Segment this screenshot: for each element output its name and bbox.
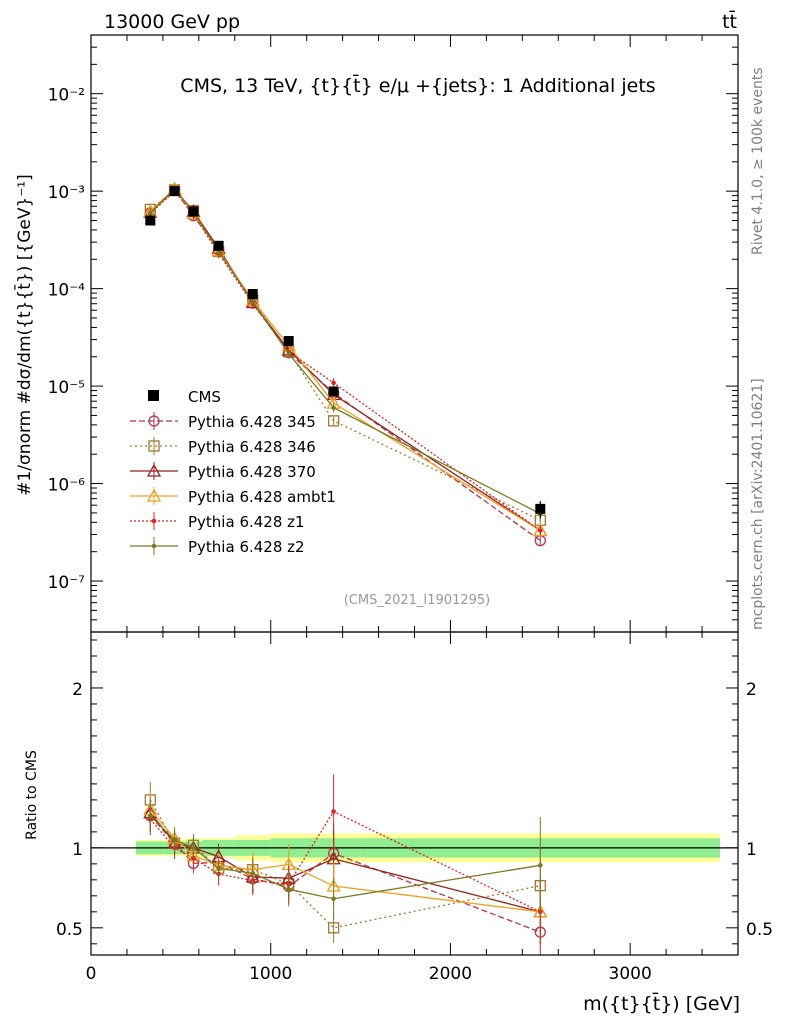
ratio-y-tick-label: 0.5: [56, 920, 83, 940]
y-tick-label: 10⁻⁶: [48, 476, 86, 496]
data-point: [247, 289, 258, 300]
legend-label: Pythia 6.428 z1: [188, 513, 305, 531]
x-tick-label: 0: [86, 964, 97, 984]
series-point: [533, 523, 548, 537]
ratio-y-axis-label: Ratio to CMS: [24, 750, 40, 840]
series-point: [286, 351, 291, 356]
y-tick-label: 10⁻³: [48, 183, 85, 203]
ratio-frame: [90, 631, 739, 956]
energy-label: 13000 GeV pp: [104, 11, 240, 33]
ratio-y-tick-label: 2: [72, 680, 83, 700]
legend-entry: Pythia 6.428 345: [130, 412, 316, 431]
legend-label: Pythia 6.428 370: [188, 463, 316, 481]
ratio-y-tick-label: 1: [72, 840, 83, 860]
mcplots-label: mcplots.cern.ch [arXiv:2401.10621]: [750, 378, 766, 630]
ratio-series-line: [149, 815, 541, 933]
ratio-y-tick-label-right: 1: [746, 840, 757, 860]
data-point: [145, 215, 156, 226]
ratio-point: [286, 886, 291, 892]
ratio-series-line: [149, 815, 541, 900]
main-panel: 10⁻⁷ 10⁻⁶ 10⁻⁵ 10⁻⁴ 10⁻³ 10⁻²: [48, 34, 739, 633]
legend-swatch: [148, 390, 159, 401]
legend-label: Pythia 6.428 346: [188, 438, 316, 456]
legend-entry: CMS: [148, 388, 221, 406]
legend-entry: Pythia 6.428 ambt1: [130, 487, 336, 506]
x-axis-label: m({t}{t̄}) [GeV]: [583, 991, 740, 1015]
x-tick-label: 3000: [609, 964, 652, 984]
process-label: tt̄: [722, 9, 737, 33]
ratio-panel: 0.5 0.5 1 1 2 2 0 1000 2000 3000: [56, 631, 773, 984]
ratio-point: [216, 865, 221, 871]
y-tick-label: 10⁻⁵: [48, 378, 85, 398]
legend-label: Pythia 6.428 345: [188, 413, 316, 431]
series-point: [538, 528, 543, 533]
ratio-series-line: [149, 810, 541, 913]
data-point: [283, 336, 294, 347]
legend-marker: [148, 440, 160, 452]
x-tick-label: 1000: [249, 964, 292, 984]
ratio-point: [148, 813, 153, 819]
ratio-point: [331, 809, 336, 814]
ratio-y-tick-label-right: 2: [746, 680, 757, 700]
legend-entry: Pythia 6.428 346: [130, 437, 316, 456]
chart-title: CMS, 13 TeV, {t}{t̄} e/μ +{jets}: 1 Addi…: [180, 73, 655, 97]
legend-entry: Pythia 6.428 z1: [130, 512, 305, 531]
data-point: [535, 503, 546, 514]
legend-marker: [151, 543, 157, 549]
rivet-version-label: Rivet 4.1.0, ≥ 100k events: [750, 67, 766, 255]
legend-entry: Pythia 6.428 z2: [130, 537, 305, 556]
data-point: [188, 206, 199, 217]
series-point: [327, 415, 340, 427]
data-point: [328, 386, 339, 397]
ratio-series-line: [149, 799, 541, 929]
ratio-y-tick-label-right: 0.5: [746, 920, 773, 940]
legend-marker: [148, 415, 160, 427]
legend-entry: Pythia 6.428 370: [130, 462, 316, 481]
x-tick-label: 2000: [429, 964, 472, 984]
legend-marker: [146, 488, 162, 502]
data-point: [169, 186, 180, 197]
legend-marker: [151, 518, 157, 524]
legend-marker: [146, 463, 162, 477]
legend: CMS Pythia 6.428 345 Pythia 6.428 346 Pythi…: [130, 388, 336, 556]
ratio-point: [191, 845, 196, 851]
y-tick-label: 10⁻⁴: [48, 281, 86, 301]
y-tick-label: 10⁻²: [48, 86, 85, 106]
ratio-point: [250, 871, 256, 876]
ratio-point: [172, 837, 177, 843]
y-axis-label: #1/σnorm #dσ/dm({t}{t̄}) [{GeV}⁻¹]: [13, 174, 35, 496]
legend-label: Pythia 6.428 z2: [188, 538, 305, 556]
source-watermark: (CMS_2021_I1901295): [344, 593, 491, 608]
series-point: [250, 299, 256, 304]
legend-label: CMS: [188, 388, 221, 406]
y-tick-label: 10⁻⁷: [48, 573, 86, 593]
data-point: [213, 240, 224, 251]
ratio-point: [327, 922, 340, 934]
series-point: [148, 210, 153, 216]
ratio-point: [331, 896, 336, 902]
legend-label: Pythia 6.428 ambt1: [188, 488, 336, 506]
series-point: [331, 380, 336, 386]
ratio-point: [538, 863, 543, 868]
series-point: [331, 405, 336, 411]
